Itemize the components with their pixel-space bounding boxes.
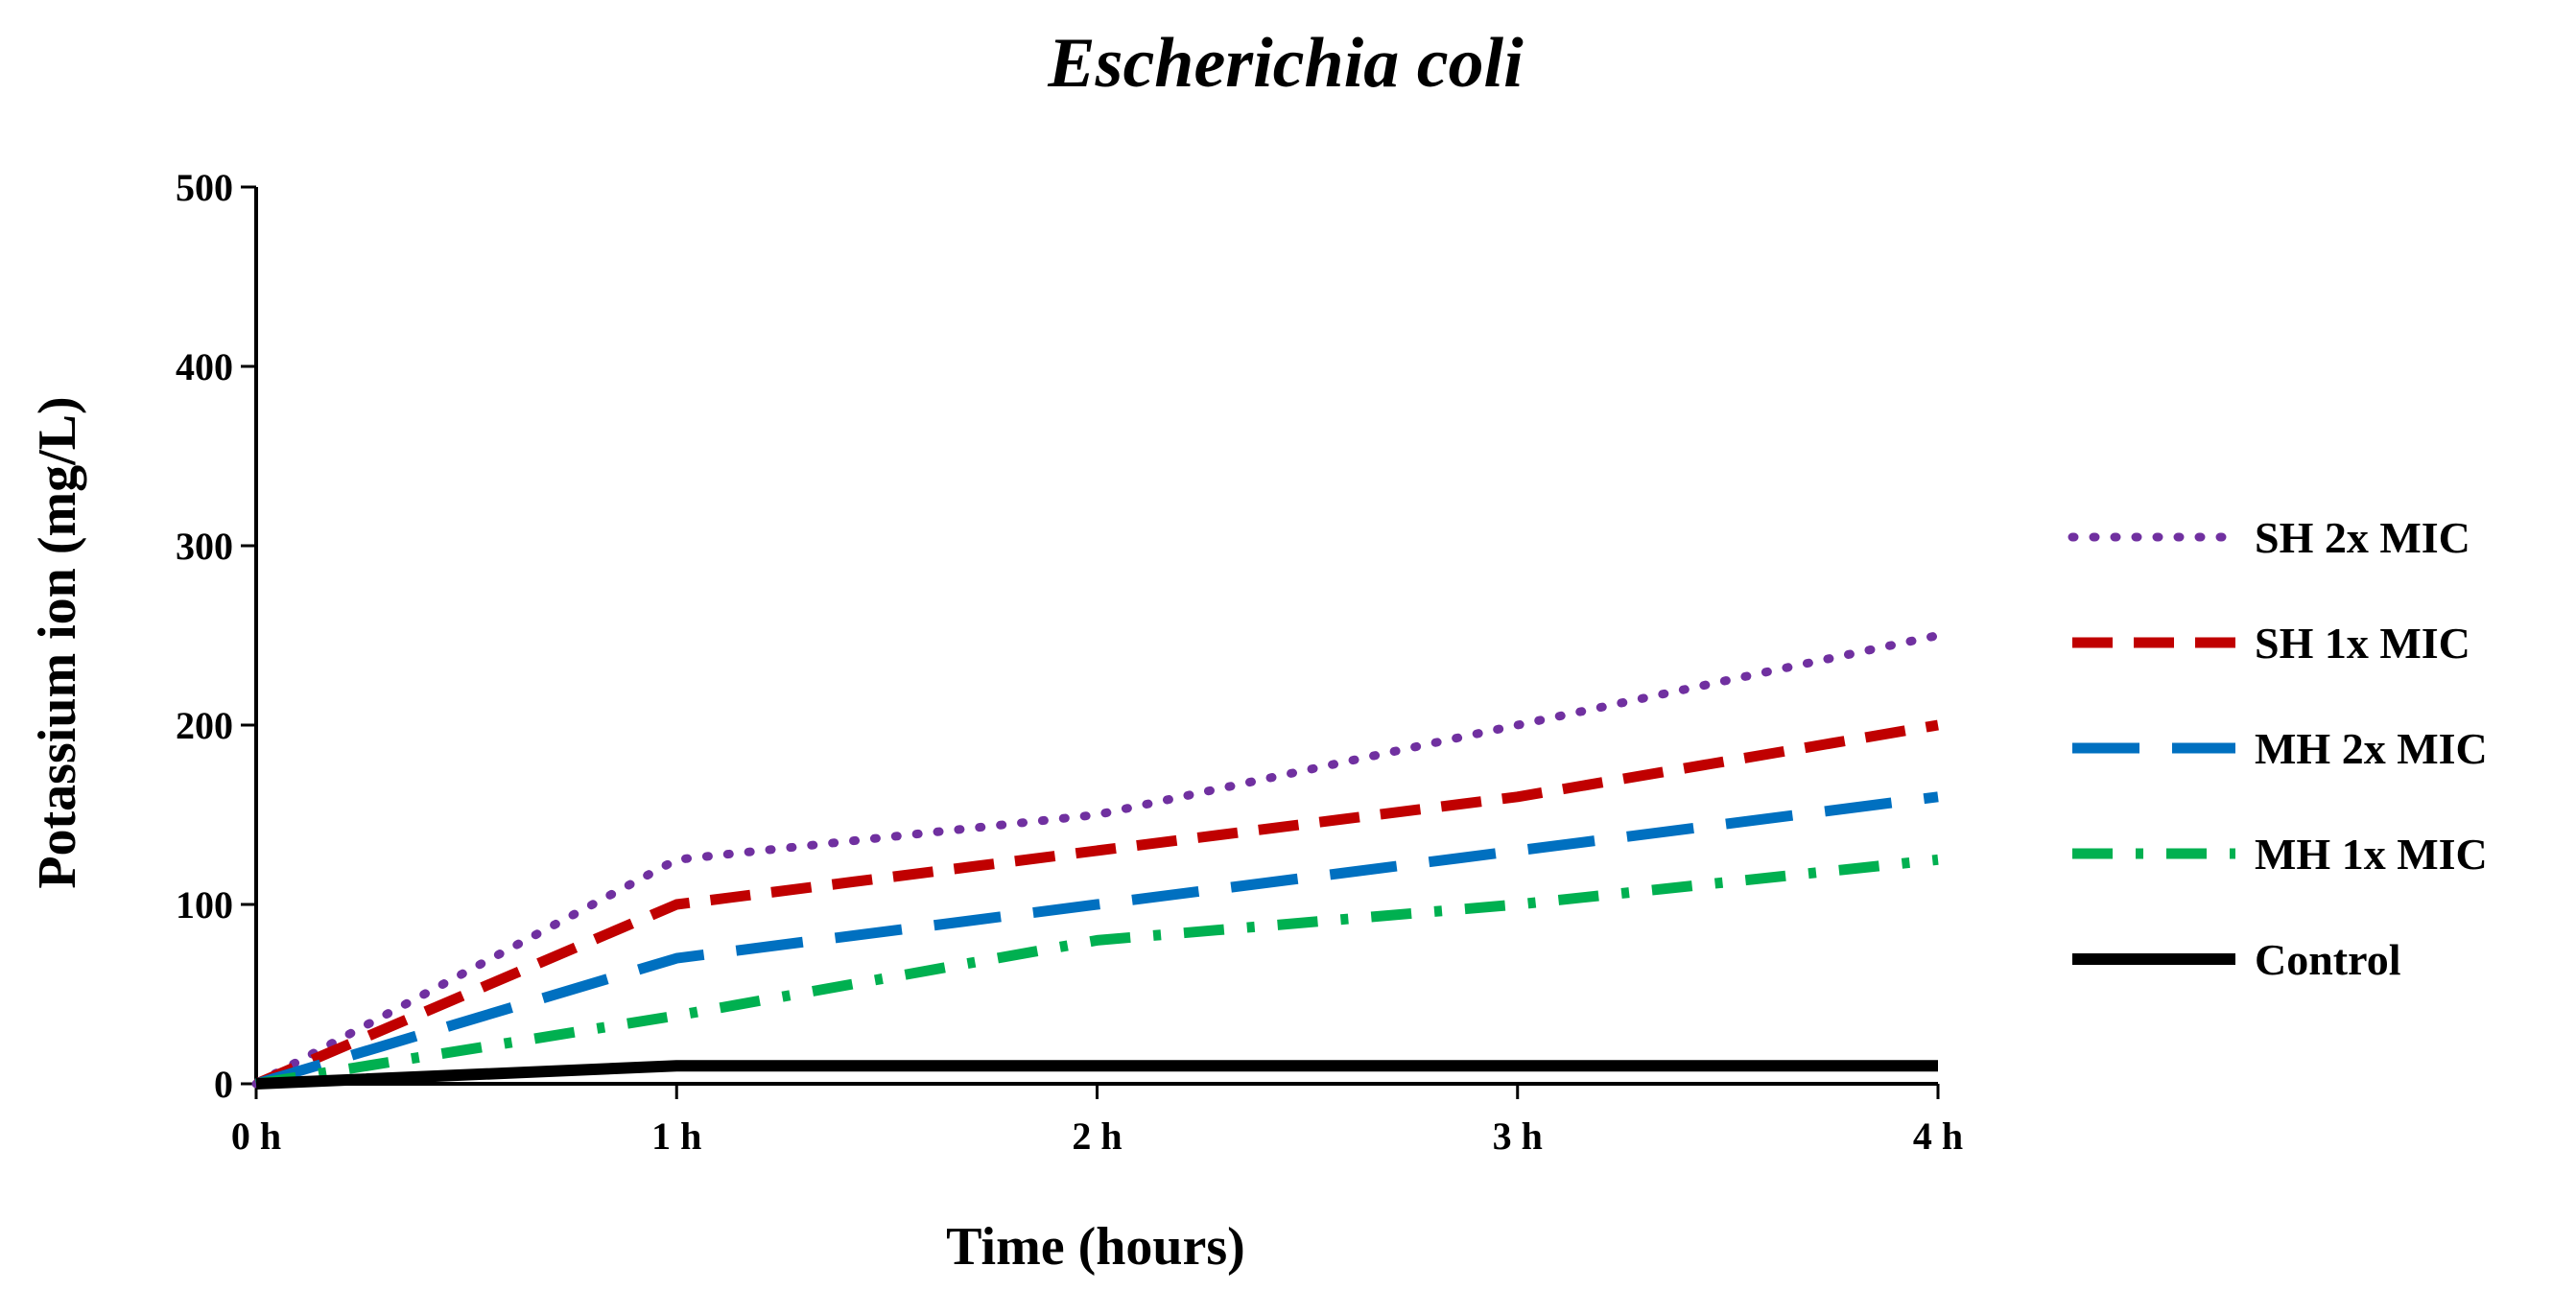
y-tick-label: 200 (176, 704, 233, 747)
legend-label-sh-2x-mic: SH 2x MIC (2255, 513, 2470, 562)
x-tick-label: 3 h (1493, 1114, 1543, 1158)
series-line-mh-1x-mic (255, 854, 1939, 1090)
axes: 0 100 200 300 400 500 0 h 1 h 2 h 3 h 4 h (176, 166, 1963, 1158)
legend-label-mh-2x-mic: MH 2x MIC (2255, 724, 2488, 773)
x-axis-label: Time (hours) (946, 1217, 1245, 1277)
y-tick-label: 500 (176, 166, 233, 209)
y-axis-label: Potassium ion (mg/L) (28, 396, 87, 888)
series-line-control (255, 1060, 1938, 1090)
chart-title: Escherichia coli (1047, 24, 1524, 103)
legend-label-mh-1x-mic: MH 1x MIC (2255, 830, 2488, 879)
x-tick-label: 2 h (1072, 1114, 1122, 1158)
legend-label-sh-1x-mic: SH 1x MIC (2255, 619, 2470, 668)
y-tick-label: 0 (214, 1063, 233, 1106)
y-tick-label: 300 (176, 525, 233, 568)
x-tick-label: 1 h (651, 1114, 701, 1158)
legend-label-control: Control (2255, 935, 2401, 984)
series-line-mh-2x-mic (254, 791, 1939, 1090)
series-layer (251, 631, 1943, 1090)
legend: SH 2x MIC SH 1x MIC MH 2x MIC MH 1x MIC Cont… (2068, 513, 2488, 984)
series-line-sh-1x-mic (253, 719, 1939, 1090)
y-tick-label: 400 (176, 345, 233, 388)
x-tick-label: 4 h (1913, 1114, 1963, 1158)
x-tick-label: 0 h (231, 1114, 281, 1158)
series-line-sh-2x-mic (251, 631, 1943, 1089)
y-tick-label: 100 (176, 883, 233, 926)
